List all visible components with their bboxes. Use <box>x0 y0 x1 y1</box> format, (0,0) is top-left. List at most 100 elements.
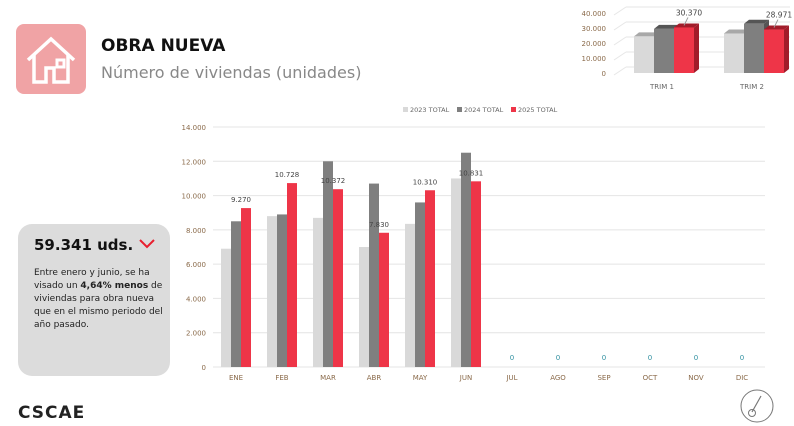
bar-2025-mar <box>333 189 343 367</box>
data-label: 0 <box>602 354 606 362</box>
x-tick-label: ABR <box>367 374 382 382</box>
y-tick-label: 10.000 <box>582 55 607 63</box>
x-tick-label: MAR <box>320 374 336 382</box>
data-label: 10.831 <box>459 169 484 177</box>
summary-card: 59.341 uds. Entre enero y junio, se ha v… <box>18 224 170 376</box>
bar-2025-ene <box>241 208 251 367</box>
data-label: 0 <box>556 354 560 362</box>
y-tick-label: 14.000 <box>182 124 207 132</box>
bar-2024-mar <box>323 161 333 367</box>
summary-text-part: de viviendas para obra nueva que en el m… <box>34 281 163 330</box>
x-tick-label: TRIM 2 <box>739 83 764 91</box>
legend-label: 2023 TOTAL <box>410 106 450 114</box>
bar-2024-ene <box>231 221 241 367</box>
bar-top <box>724 29 749 34</box>
gridline <box>613 6 627 16</box>
bar-2025-jun <box>471 181 481 367</box>
bar-2024-trim-1 <box>654 28 674 73</box>
bar-2025-may <box>425 190 435 367</box>
bar-2024-feb <box>277 214 287 367</box>
y-tick-label: 40.000 <box>582 10 607 18</box>
bar-2024-abr <box>369 183 379 367</box>
bar-2023-abr <box>359 247 369 367</box>
bar-2023-mar <box>313 217 323 367</box>
gridline <box>613 51 627 61</box>
y-tick-label: 0 <box>602 70 606 78</box>
bar-2025-abr <box>379 232 389 367</box>
bar-2025-trim-1 <box>674 27 694 73</box>
y-tick-label: 6.000 <box>186 261 206 269</box>
label-leader <box>683 17 689 26</box>
data-label: 28.971 <box>766 11 792 20</box>
data-label: 30.370 <box>676 8 702 17</box>
legend-label: 2024 TOTAL <box>464 106 504 114</box>
bar-2023-may <box>405 223 415 367</box>
legend-swatch <box>511 107 516 112</box>
summary-text-part: Entre enero y junio, se ha visado un <box>34 268 150 291</box>
x-tick-label: SEP <box>597 374 610 382</box>
chevron-down-icon <box>139 239 155 249</box>
bar-2024-may <box>415 202 425 367</box>
x-tick-label: JUL <box>505 374 517 382</box>
summary-text: Entre enero y junio, se ha visado un 4,6… <box>34 267 164 332</box>
bar-2023-trim-1 <box>634 36 654 73</box>
summary-total: 59.341 uds. <box>34 236 134 254</box>
brand-logo: CSCAE <box>18 403 86 423</box>
bar-2025-feb <box>287 183 297 367</box>
page-title: OBRA NUEVA <box>101 36 226 56</box>
y-tick-label: 12.000 <box>182 158 207 166</box>
bar-top <box>634 32 659 37</box>
bar-2025-trim-2 <box>764 29 784 73</box>
x-tick-label: MAY <box>413 374 428 382</box>
data-label: 10.728 <box>275 171 300 179</box>
y-tick-label: 10.000 <box>182 193 207 201</box>
page-subtitle: Número de viviendas (unidades) <box>101 63 362 82</box>
data-label: 7.830 <box>369 221 389 229</box>
data-label: 9.270 <box>231 196 251 204</box>
y-tick-label: 8.000 <box>186 227 206 235</box>
label-leader <box>773 19 779 28</box>
x-tick-label: ENE <box>229 374 243 382</box>
x-tick-label: AGO <box>550 374 566 382</box>
y-tick-label: 30.000 <box>582 25 607 33</box>
data-label: 0 <box>740 354 744 362</box>
legend-label: 2025 TOTAL <box>518 106 558 114</box>
x-tick-label: FEB <box>275 374 288 382</box>
x-tick-label: OCT <box>643 374 658 382</box>
x-tick-label: DIC <box>736 374 748 382</box>
bar-2024-jun <box>461 152 471 367</box>
data-label: 0 <box>694 354 698 362</box>
house-icon <box>26 36 76 84</box>
data-label: 10.372 <box>321 177 346 185</box>
bar-2023-feb <box>267 216 277 367</box>
compass-icon <box>740 389 774 423</box>
data-label: 0 <box>510 354 514 362</box>
bar-2024-trim-2 <box>744 23 764 73</box>
bar-2023-jun <box>451 178 461 367</box>
bar-top <box>744 19 769 24</box>
house-logo <box>16 24 86 94</box>
x-tick-label: NOV <box>688 374 704 382</box>
summary-highlight: 4,64% menos <box>80 281 149 291</box>
y-tick-label: 4.000 <box>186 295 206 303</box>
legend-swatch <box>457 107 462 112</box>
data-label: 0 <box>648 354 652 362</box>
bar-side <box>694 23 699 73</box>
bar-top <box>764 25 789 30</box>
bar-top <box>674 23 699 28</box>
data-label: 10.310 <box>413 178 438 186</box>
bar-2023-trim-2 <box>724 33 744 73</box>
bar-side <box>784 25 789 73</box>
quarterly-bar-chart: 0 10.000 20.000 30.000 40.000 TRIM 1 30.370 TRI… <box>582 6 792 91</box>
legend-swatch <box>403 107 408 112</box>
gridline <box>613 21 627 31</box>
x-tick-label: TRIM 1 <box>649 83 674 91</box>
gridline <box>613 66 627 76</box>
gridline <box>613 36 627 46</box>
y-tick-label: 0 <box>202 364 206 372</box>
bar-top <box>654 24 679 29</box>
bar-2023-ene <box>221 248 231 367</box>
y-tick-label: 2.000 <box>186 330 206 338</box>
y-tick-label: 20.000 <box>582 40 607 48</box>
